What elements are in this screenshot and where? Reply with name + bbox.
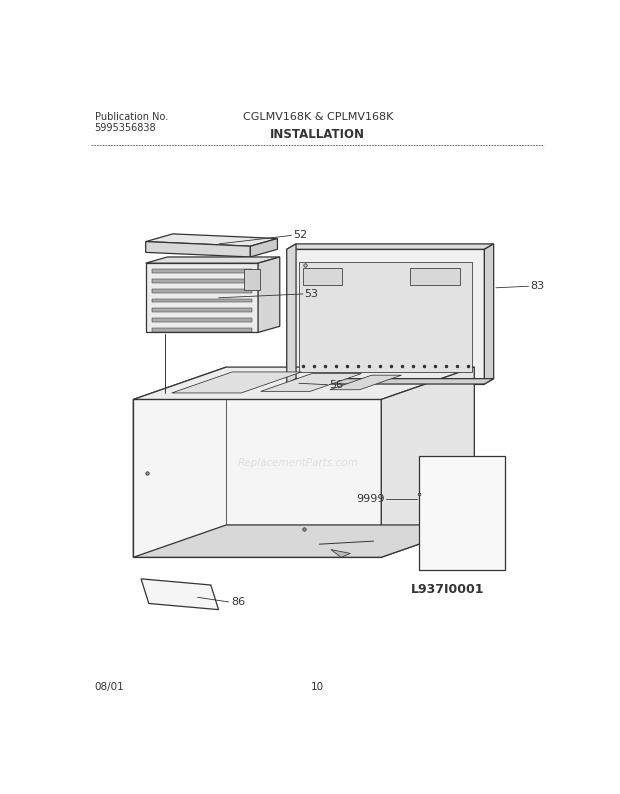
Polygon shape <box>152 299 252 303</box>
Polygon shape <box>250 238 278 257</box>
Polygon shape <box>133 399 381 557</box>
Polygon shape <box>152 269 252 273</box>
Polygon shape <box>331 549 350 557</box>
Polygon shape <box>146 234 278 246</box>
Text: 10: 10 <box>311 682 324 692</box>
Text: L937I0001: L937I0001 <box>410 584 484 596</box>
Text: 5995356838: 5995356838 <box>94 123 156 133</box>
Text: ReplacementParts.com: ReplacementParts.com <box>238 458 359 468</box>
Polygon shape <box>286 244 296 384</box>
Polygon shape <box>410 268 460 285</box>
Text: 9999: 9999 <box>356 494 384 504</box>
Polygon shape <box>133 367 226 557</box>
Text: CGLMV168K & CPLMV168K: CGLMV168K & CPLMV168K <box>242 112 393 122</box>
Text: 53: 53 <box>304 289 319 299</box>
Text: 86: 86 <box>231 597 245 607</box>
Polygon shape <box>152 328 252 332</box>
Polygon shape <box>286 244 494 249</box>
Polygon shape <box>146 257 280 263</box>
Polygon shape <box>261 373 361 391</box>
Polygon shape <box>152 308 252 312</box>
Polygon shape <box>258 257 280 333</box>
Polygon shape <box>146 241 250 257</box>
Polygon shape <box>418 456 505 569</box>
Polygon shape <box>152 279 252 283</box>
Text: 56: 56 <box>329 380 343 390</box>
Polygon shape <box>299 261 472 372</box>
Polygon shape <box>330 376 402 390</box>
Text: INSTALLATION: INSTALLATION <box>270 128 365 141</box>
Polygon shape <box>141 579 219 610</box>
Polygon shape <box>146 263 258 333</box>
Polygon shape <box>133 525 474 557</box>
Text: Publication No.: Publication No. <box>94 112 168 122</box>
Polygon shape <box>286 249 484 384</box>
Polygon shape <box>152 289 252 293</box>
Polygon shape <box>484 244 494 384</box>
Text: 08/01: 08/01 <box>94 682 124 692</box>
Text: 52: 52 <box>293 230 307 241</box>
Text: 83: 83 <box>530 281 544 291</box>
Polygon shape <box>152 318 252 322</box>
Polygon shape <box>286 379 494 384</box>
Polygon shape <box>244 269 260 290</box>
Polygon shape <box>172 372 301 393</box>
Polygon shape <box>303 268 342 285</box>
Polygon shape <box>381 367 474 557</box>
Polygon shape <box>133 367 474 399</box>
